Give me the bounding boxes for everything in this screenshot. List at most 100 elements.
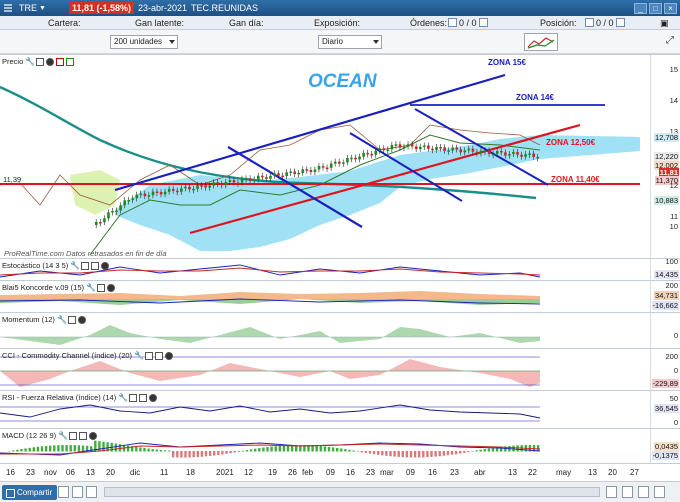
macd-histogram-bar: [442, 451, 445, 456]
rsi-scale[interactable]: 50 36,545 0: [650, 391, 680, 428]
rsi-chart: [0, 404, 541, 422]
window-icon[interactable]: [36, 57, 45, 66]
koncorde-value-chip: -16,662: [651, 301, 679, 310]
add-indicator-icon[interactable]: [66, 57, 75, 66]
wrench-icon[interactable]: 🔧: [134, 350, 145, 360]
candle-body: [463, 150, 467, 153]
window-icon[interactable]: [69, 431, 78, 440]
candle-body: [358, 156, 361, 160]
stochastic-chart: [0, 264, 541, 278]
period-select[interactable]: Diario: [318, 35, 382, 49]
cloud-value-chip: 12,708: [654, 133, 679, 142]
close-icon[interactable]: [149, 393, 158, 402]
settings-icon[interactable]: ▣: [660, 18, 669, 28]
chart-icon[interactable]: [56, 57, 65, 66]
search-icon[interactable]: [638, 486, 649, 498]
macd-scale[interactable]: 0,0435 -0,1375: [650, 429, 680, 463]
close-icon[interactable]: [89, 431, 98, 440]
macd-histogram-bar: [241, 450, 245, 452]
close-icon[interactable]: [77, 315, 86, 324]
momentum-scale[interactable]: 0: [650, 313, 680, 348]
macd-histogram-bar: [282, 445, 286, 452]
stochastic-scale[interactable]: 100 14,435: [650, 257, 680, 280]
list-icon: [478, 18, 488, 27]
candle-body: [491, 153, 495, 156]
close-button[interactable]: ×: [664, 2, 677, 14]
stochastic-title: Estocástico (14 3 5): [2, 261, 69, 270]
momentum-panel: Momentum (12) 🔧 0: [0, 312, 680, 348]
chart-tools-icon[interactable]: [524, 33, 558, 51]
zoom-in-icon[interactable]: [622, 486, 633, 498]
ticker-dropdown[interactable]: TRE ▼: [16, 0, 49, 16]
macd-histogram-bar: [491, 447, 495, 452]
candle-body: [208, 185, 211, 188]
data-source-text: ProRealTime.com Datos retrasados en fin …: [4, 249, 167, 258]
candle-body: [269, 175, 272, 179]
candle-body: [439, 147, 442, 149]
posicion-value[interactable]: 0 / 0: [585, 17, 625, 29]
macd-histogram-bar: [69, 445, 72, 452]
macd-histogram-bar: [32, 447, 35, 452]
macd-histogram-bar: [12, 450, 15, 452]
wrench-icon[interactable]: 🔧: [70, 260, 81, 270]
candle-body: [435, 147, 438, 150]
maximize-button[interactable]: □: [649, 2, 662, 14]
scale-tick: 14: [669, 96, 678, 105]
gan-dia-label: Gan día:: [229, 18, 264, 28]
zoom-out-icon[interactable]: [606, 486, 617, 498]
horizontal-scrollbar[interactable]: [104, 487, 600, 497]
window-icon[interactable]: [97, 283, 105, 292]
last-price-chip: 11,81: [658, 168, 679, 177]
window-icon[interactable]: [91, 261, 100, 270]
macd-histogram-bar: [385, 451, 388, 456]
status-bar: Compartir: [0, 481, 680, 502]
candle-body: [103, 218, 106, 223]
close-icon[interactable]: [165, 351, 174, 360]
settings-icon[interactable]: [654, 486, 665, 498]
window-icon[interactable]: [139, 393, 148, 402]
macd-histogram-bar: [450, 451, 454, 455]
tool-icon[interactable]: [72, 486, 83, 498]
momentum-title: Momentum (12): [2, 315, 55, 324]
menu-icon[interactable]: [0, 0, 16, 16]
window-icon[interactable]: [155, 351, 164, 360]
macd-histogram-bar: [438, 451, 441, 457]
ordenes-value[interactable]: 0 / 0: [448, 17, 488, 29]
wrench-icon[interactable]: 🔧: [25, 56, 36, 66]
close-icon[interactable]: [107, 283, 115, 292]
close-icon[interactable]: [46, 57, 55, 66]
scale-tick: 100: [665, 257, 678, 266]
tool-icon[interactable]: [58, 486, 69, 498]
candle-body: [329, 163, 333, 168]
macd-histogram-bar: [340, 448, 343, 452]
window-icon[interactable]: [79, 431, 88, 440]
candle-body: [455, 147, 459, 150]
wrench-icon[interactable]: 🔧: [56, 314, 67, 324]
candle-body: [224, 182, 228, 186]
macd-histogram-bar: [94, 440, 97, 452]
wrench-icon[interactable]: 🔧: [86, 282, 96, 292]
cci-scale[interactable]: 200 0 -229,89: [650, 349, 680, 390]
wrench-icon[interactable]: 🔧: [58, 430, 69, 440]
wrench-icon[interactable]: 🔧: [118, 392, 129, 402]
macd-histogram-bar: [422, 451, 425, 458]
cci-value-chip: -229,89: [651, 379, 679, 388]
price-scale[interactable]: 15 14 13 12,708 12,220 12,002 11,81 11,3…: [650, 55, 680, 258]
price-panel-title: Precio: [2, 57, 24, 66]
candle-body: [220, 183, 224, 186]
tool-icon[interactable]: [86, 486, 97, 498]
share-button[interactable]: Compartir: [2, 485, 58, 500]
koncorde-scale[interactable]: 200 34,731 -16,662: [650, 281, 680, 312]
date-axis[interactable]: 16 23 nov 06 13 20 dic 11 18 2021 12 19 26 feb 09 16 23 m…: [0, 463, 680, 481]
macd-histogram-bar: [221, 451, 224, 455]
window-icon[interactable]: [129, 393, 138, 402]
price-chart[interactable]: OCEAN ZONA 15€ ZONA 14€ ZONA 12,50€ ZONA…: [0, 55, 680, 259]
window-icon[interactable]: [145, 351, 154, 360]
window-icon[interactable]: [81, 261, 90, 270]
minimize-button[interactable]: _: [634, 2, 647, 14]
window-icon[interactable]: [67, 315, 76, 324]
macd-histogram-bar: [303, 445, 306, 452]
expand-icon[interactable]: ⤢: [666, 35, 674, 46]
units-select[interactable]: 200 unidades: [110, 35, 178, 49]
close-icon[interactable]: [101, 261, 110, 270]
